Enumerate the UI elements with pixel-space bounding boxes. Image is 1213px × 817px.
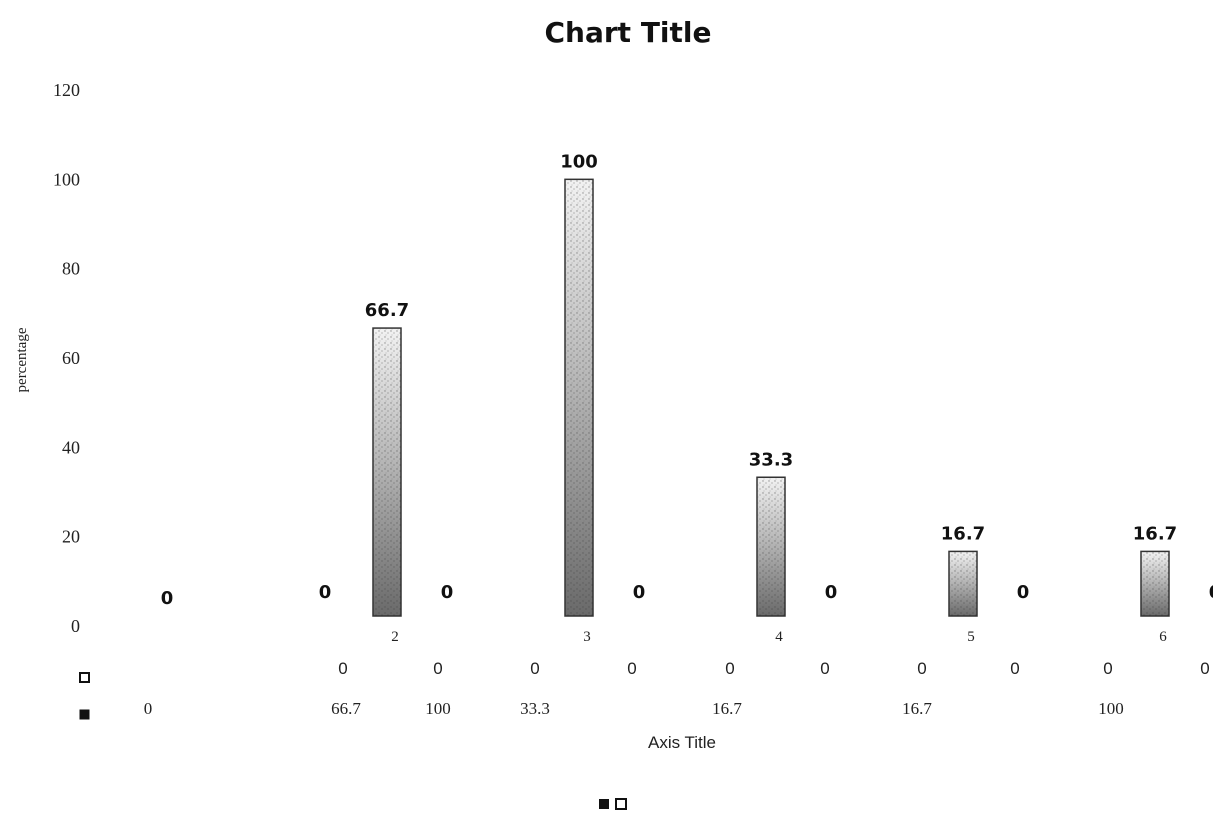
data-label: 0 [1017,582,1030,603]
y-tick-label: 0 [71,616,80,636]
legend-key-2 [615,798,627,810]
bar-texture [1141,551,1169,616]
data-label: 0 [633,582,646,603]
table-cell: 0 [820,659,829,678]
y-tick-label: 100 [53,169,80,189]
table-cell: 33.3 [520,699,550,718]
category-label: 2 [391,629,399,645]
table-cell: 0 [530,659,539,678]
category-label: 4 [775,629,783,645]
data-table: 0 0 0 0 0 0 0 0 0 0 0 66.7 100 33.3 16.7 16.7 100 [79,659,1210,720]
data-label: 0 [441,582,454,603]
chart-title: Chart Title [545,16,712,49]
table-cell: 100 [1098,699,1124,718]
y-tick-label: 60 [62,348,80,368]
bar-texture [949,551,977,616]
data-label: 0 [825,582,838,603]
y-axis-title: percentage [14,327,30,392]
y-tick-label: 120 [53,80,80,100]
data-label: 33.3 [749,449,793,470]
table-row-2-legend-key [79,709,90,720]
table-cell: 0 [1103,659,1112,678]
bars [372,178,1170,617]
legend [599,798,627,810]
table-cell: 16.7 [712,699,742,718]
table-cell: 0 [627,659,636,678]
category-label: 5 [967,629,975,645]
table-cell: 0 [338,659,347,678]
table-cell: 0 [144,699,153,718]
data-label: 16.7 [1133,523,1177,544]
bar-texture [373,328,401,616]
table-row-2: 0 66.7 100 33.3 16.7 16.7 100 [144,699,1124,718]
data-label: 0 [319,582,332,603]
table-cell: 66.7 [331,699,361,718]
table-cell: 16.7 [902,699,932,718]
y-axis-ticks: 0 20 40 60 80 100 120 [53,80,80,636]
x-axis-title: Axis Title [648,733,716,752]
y-tick-label: 20 [62,527,80,547]
table-cell: 0 [433,659,442,678]
bar-texture [757,477,785,616]
table-cell: 0 [1200,659,1209,678]
category-label: 6 [1159,629,1167,645]
table-cell: 0 [917,659,926,678]
table-row-1: 0 0 0 0 0 0 0 0 0 0 [338,659,1209,678]
bar-texture [565,179,593,617]
y-tick-label: 80 [62,259,80,279]
data-label: 16.7 [941,523,985,544]
y-tick-label: 40 [62,437,80,457]
table-cell: 0 [725,659,734,678]
category-labels: 234567 [391,629,1167,645]
data-label: 66.7 [365,300,409,321]
table-cell: 100 [425,699,451,718]
data-label: 0 [161,588,174,609]
table-row-1-legend-key [79,672,90,683]
table-cell: 0 [1010,659,1019,678]
data-label: 0 [1209,582,1213,603]
category-label: 3 [583,629,591,645]
legend-key-1 [599,799,609,809]
data-label: 100 [560,151,598,172]
